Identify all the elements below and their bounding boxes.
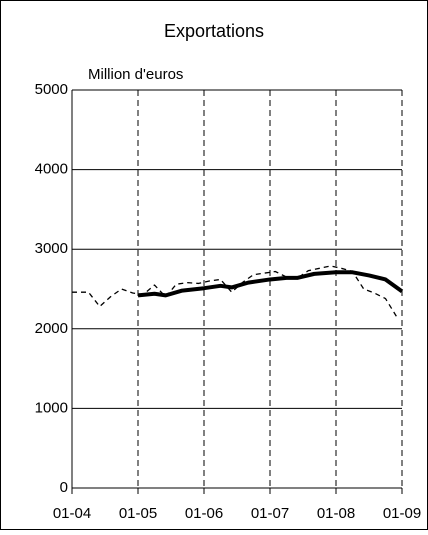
chart-title: Exportations <box>164 21 264 41</box>
y-axis-label: Million d'euros <box>88 66 183 83</box>
x-tick-label: 01-07 <box>251 505 289 522</box>
y-tick-label: 0 <box>60 479 68 496</box>
y-tick-label: 3000 <box>35 240 68 257</box>
x-tick-label: 01-09 <box>383 505 421 522</box>
y-tick-label: 1000 <box>35 399 68 416</box>
x-tick-label: 01-06 <box>185 505 223 522</box>
line-series <box>137 270 404 298</box>
x-tick-label: 01-08 <box>317 505 355 522</box>
x-tick-label: 01-05 <box>119 505 157 522</box>
y-tick-label: 5000 <box>35 81 68 98</box>
x-tick-label: 01-04 <box>53 505 91 522</box>
y-tick-label: 4000 <box>35 161 68 178</box>
y-tick-label: 2000 <box>35 320 68 337</box>
